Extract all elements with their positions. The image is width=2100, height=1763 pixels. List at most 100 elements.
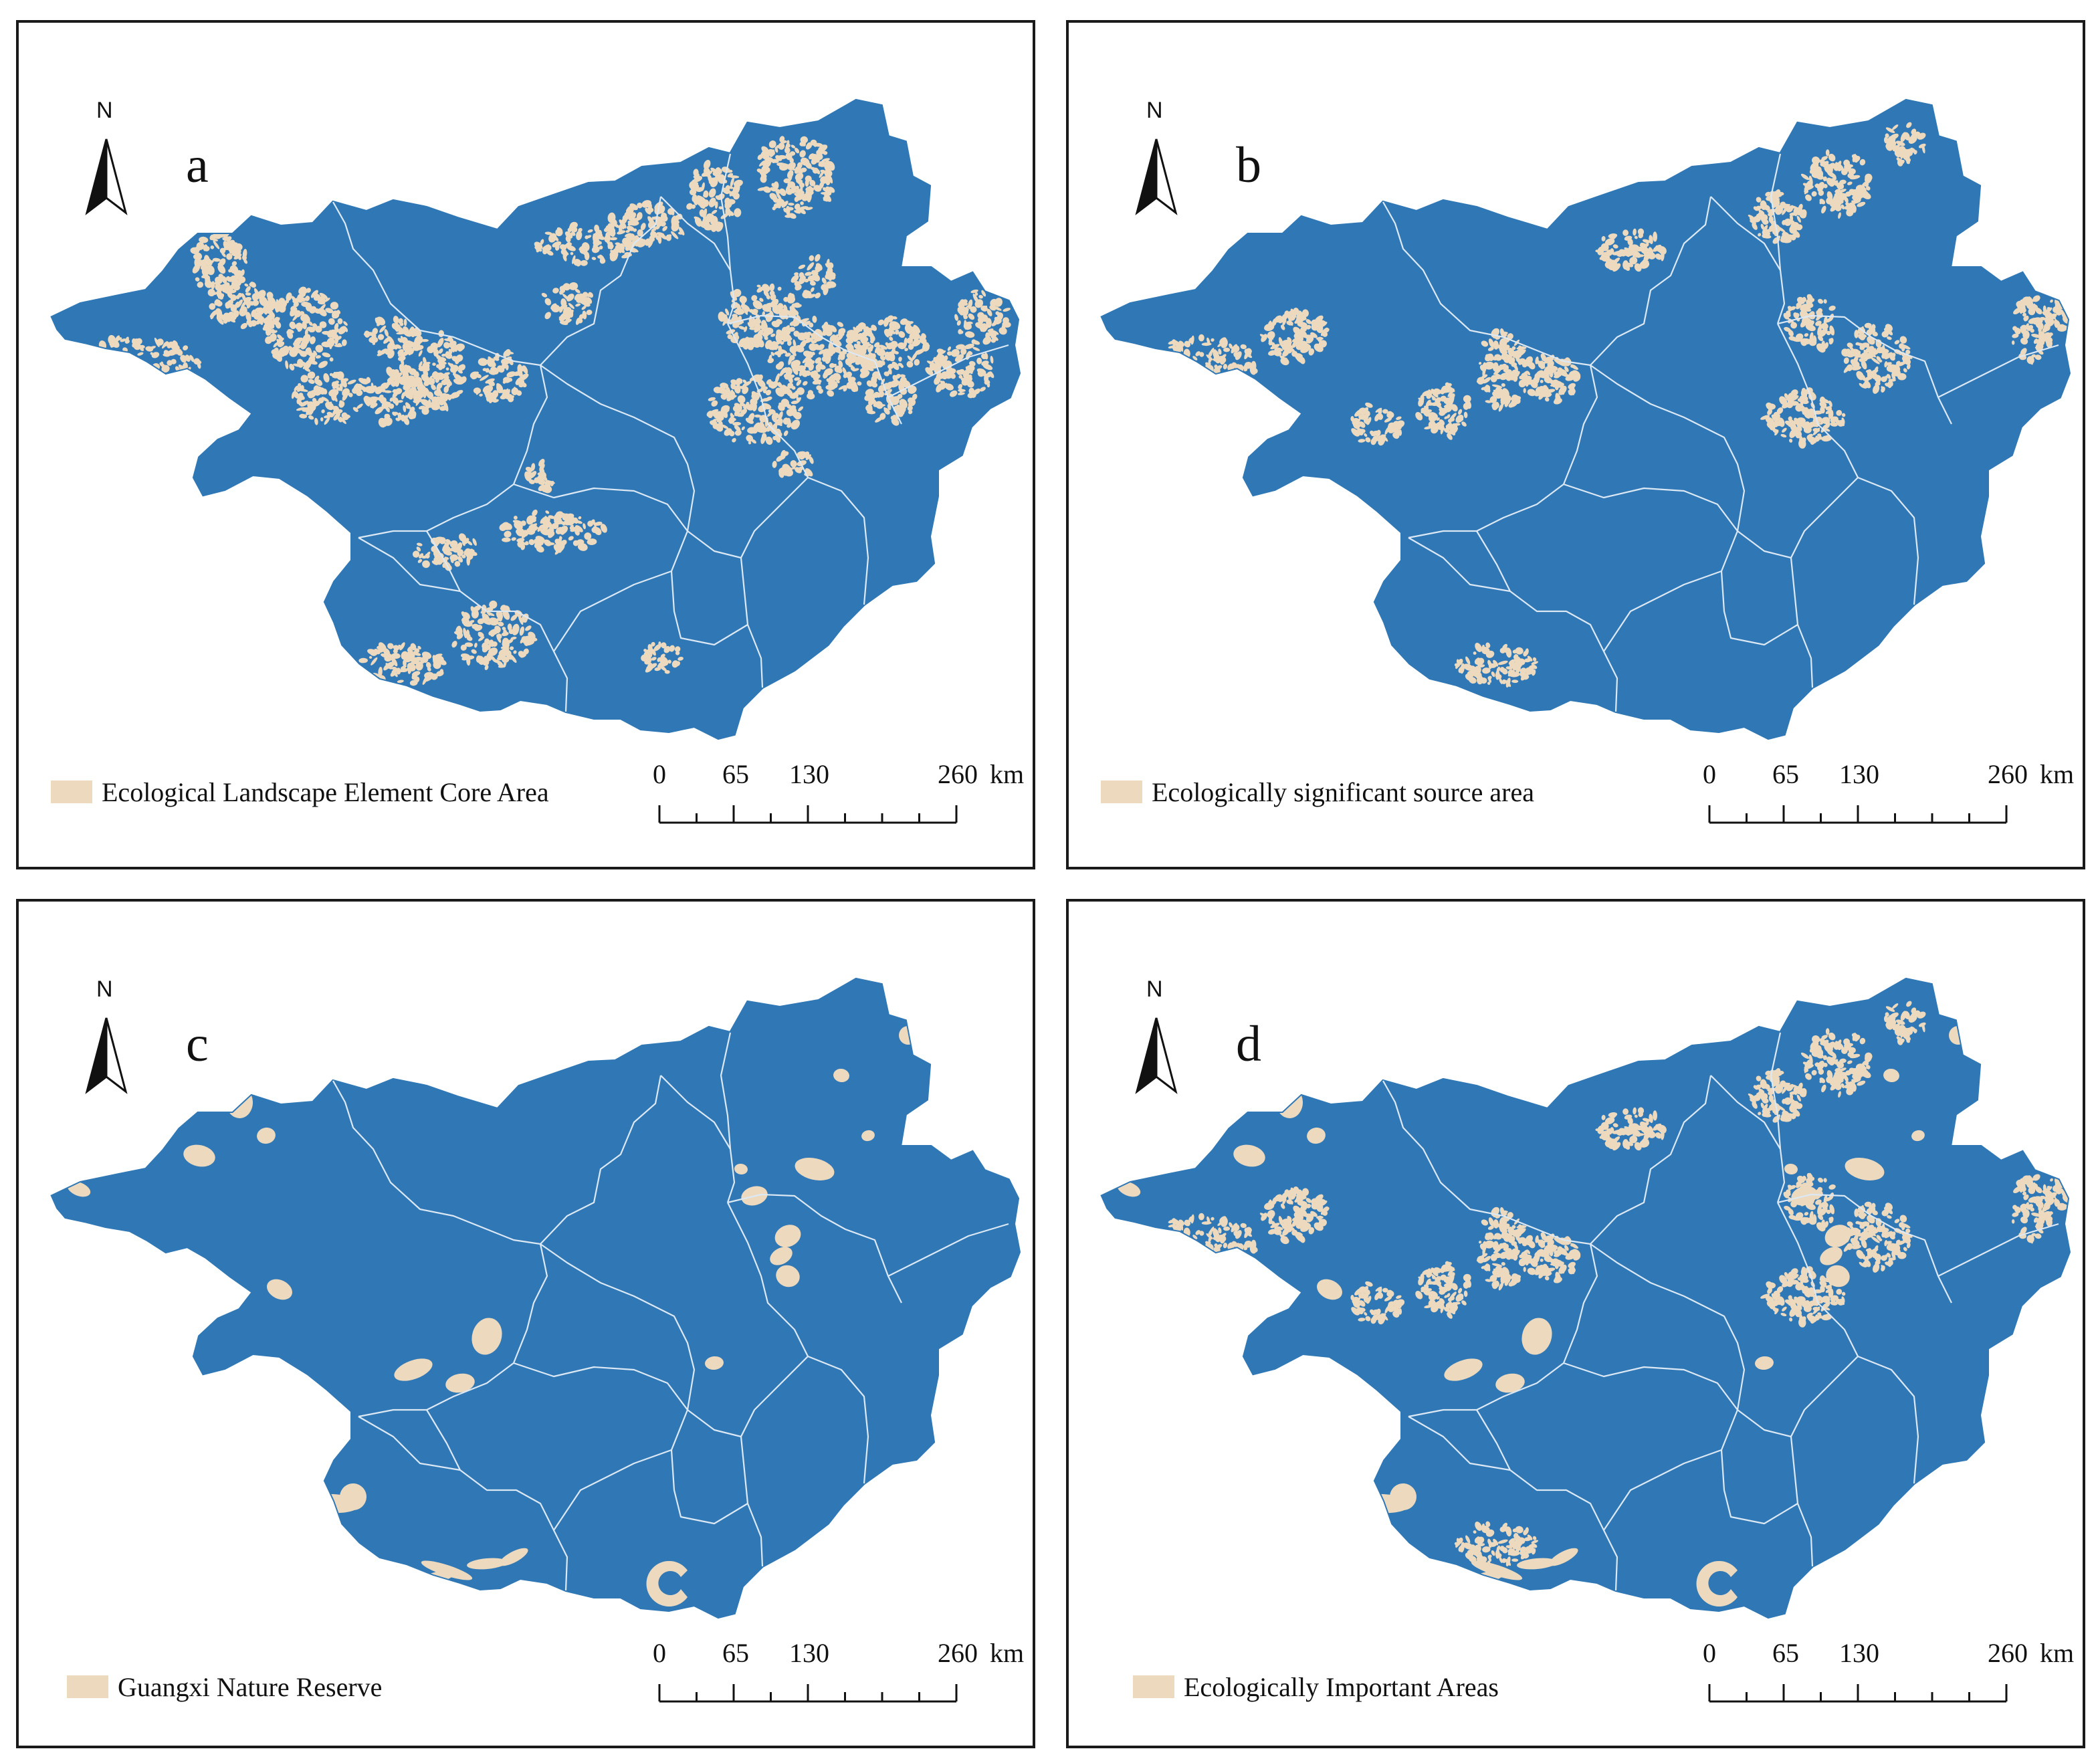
highlight-patch <box>451 392 460 399</box>
highlight-patch <box>306 288 311 293</box>
highlight-patch <box>626 225 635 231</box>
highlight-patch <box>296 297 306 302</box>
highlight-patch <box>334 344 343 348</box>
highlight-patch <box>624 233 632 237</box>
highlight-patch <box>443 385 449 393</box>
highlight-patch <box>245 292 251 296</box>
highlight-patch <box>325 308 334 314</box>
highlight-patch <box>492 390 499 398</box>
scale-tick-65: 65 <box>722 759 749 789</box>
reserve-patch <box>247 1076 266 1095</box>
highlight-patch <box>233 253 242 260</box>
highlight-patch <box>399 377 409 385</box>
highlight-patch <box>480 375 489 381</box>
highlight-patch <box>295 322 304 331</box>
highlight-patch <box>321 397 329 402</box>
highlight-patch <box>120 338 126 342</box>
highlight-patch <box>741 300 746 306</box>
highlight-patch <box>309 401 314 411</box>
highlight-patch <box>227 291 233 299</box>
highlight-patch <box>419 385 427 393</box>
highlight-patch <box>298 383 302 387</box>
panel-letter: b <box>1236 137 1261 193</box>
highlight-patch <box>502 389 510 396</box>
highlight-patch <box>660 221 666 227</box>
highlight-patch <box>703 171 713 177</box>
highlight-patch <box>302 360 310 370</box>
highlight-patch <box>140 347 144 351</box>
highlight-patch <box>328 318 335 325</box>
highlight-patch <box>304 314 308 321</box>
map-canvas <box>1100 98 2071 740</box>
highlight-patch <box>519 373 529 381</box>
highlight-patch <box>626 239 633 246</box>
highlight-patch <box>376 316 386 326</box>
scale-tick-130: 130 <box>789 759 829 789</box>
highlight-patch <box>383 336 391 344</box>
highlight-patch <box>266 292 274 299</box>
scale-unit: km <box>2040 759 2075 789</box>
highlight-patch <box>236 299 243 308</box>
highlight-patch <box>329 357 334 362</box>
highlight-patch <box>409 326 416 338</box>
highlight-patch <box>1622 1108 1629 1115</box>
highlight-patch <box>712 215 718 223</box>
legend-label: Ecological Landscape Element Core Area <box>102 776 549 807</box>
legend: Ecological Landscape Element Core Area <box>51 773 549 811</box>
highlight-patch <box>615 242 621 245</box>
highlight-patch <box>371 332 375 338</box>
highlight-patch <box>599 257 606 264</box>
highlight-patch <box>321 341 332 348</box>
highlight-patch <box>281 345 290 356</box>
highlight-patch <box>613 247 619 255</box>
highlight-patch <box>231 248 241 257</box>
highlight-patch <box>348 393 353 397</box>
highlight-patch <box>562 251 568 258</box>
highlight-patch <box>375 387 383 393</box>
highlight-patch <box>457 344 464 352</box>
highlight-patch <box>290 306 295 311</box>
highlight-patch <box>206 265 215 276</box>
highlight-patch <box>339 383 343 392</box>
highlight-patch <box>447 362 455 369</box>
highlight-patch <box>300 375 308 383</box>
highlight-patch <box>298 286 307 295</box>
highlight-patch <box>421 374 430 383</box>
highlight-patch <box>572 255 576 264</box>
highlight-patch <box>249 282 256 288</box>
highlight-patch <box>267 314 275 320</box>
highlight-patch <box>341 339 347 346</box>
highlight-patch <box>622 217 627 224</box>
highlight-patch <box>448 348 453 354</box>
legend-label: Guangxi Nature Reserve <box>118 1671 383 1702</box>
highlight-patch <box>427 377 435 385</box>
scale-bar: 0 65 130 260 km <box>1687 758 2074 839</box>
reserve-patch <box>62 1235 82 1251</box>
highlight-patch <box>637 229 643 237</box>
highlight-patch <box>269 320 280 324</box>
highlight-patch <box>289 363 295 371</box>
highlight-patch <box>411 386 416 391</box>
highlight-patch <box>329 373 333 377</box>
highlight-patch <box>404 415 409 419</box>
highlight-patch <box>291 391 295 399</box>
highlight-patch <box>328 403 332 409</box>
highlight-patch <box>398 318 403 324</box>
highlight-patch <box>347 379 356 385</box>
highlight-patch <box>309 360 318 365</box>
highlight-patch <box>629 221 636 226</box>
highlight-patch <box>297 358 304 368</box>
highlight-patch <box>308 321 313 326</box>
highlight-patch <box>195 257 202 268</box>
highlight-patch <box>552 241 562 247</box>
highlight-patch <box>399 328 409 334</box>
highlight-patch <box>433 389 443 397</box>
highlight-patch <box>609 237 617 241</box>
highlight-patch <box>559 312 568 321</box>
highlight-patch <box>298 395 305 400</box>
highlight-patch <box>342 392 348 401</box>
highlight-patch <box>203 244 208 251</box>
highlight-patch <box>469 371 478 379</box>
highlight-patch <box>593 237 600 247</box>
highlight-patch <box>167 341 174 348</box>
